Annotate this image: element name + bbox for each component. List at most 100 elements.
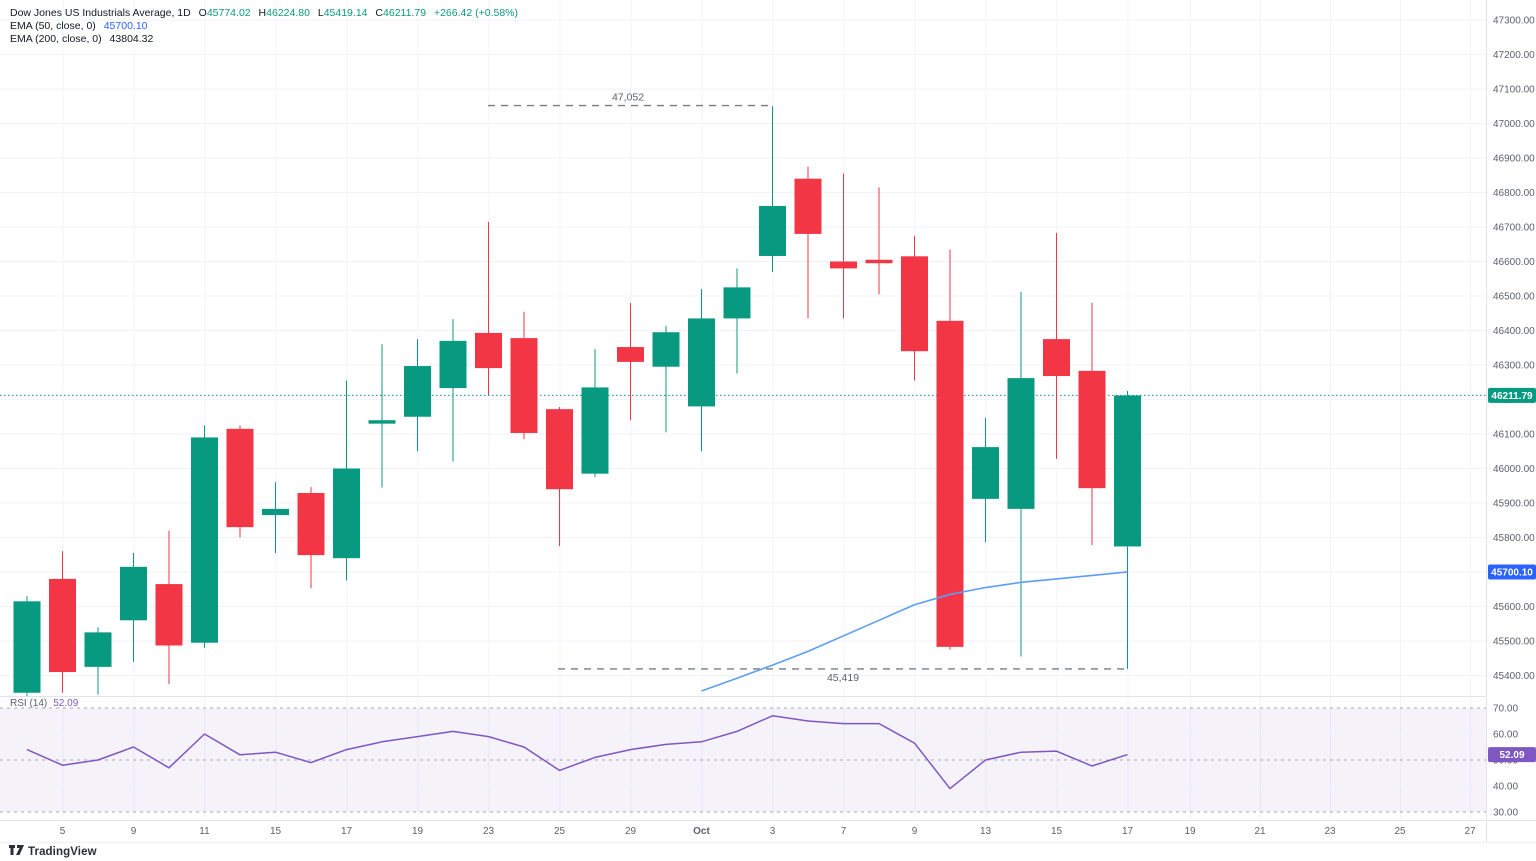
time-axis[interactable]: 5 9 11 15 17 19 23 25 29 Oct 3 7 9 13 15 17 19 21 23 25 27 [60, 826, 1476, 837]
time-tick-label: 9 [131, 826, 137, 837]
candle[interactable] [865, 259, 893, 264]
rsi-label: RSI (14) [10, 698, 48, 709]
rsi-tick-label: 60.00 [1493, 730, 1518, 741]
symbol-legend-row[interactable]: Dow Jones US Industrials Average, 1D O45… [10, 7, 518, 19]
tradingview-logo[interactable]: TradingView [9, 845, 97, 858]
level-label: 47,052 [612, 92, 644, 104]
price-tick-label: 47200.00 [1493, 50, 1535, 61]
time-tick-label: 15 [270, 826, 282, 837]
price-tick-label: 45500.00 [1493, 637, 1535, 648]
open-label: O [198, 7, 207, 19]
ema50-price-badge: 45700.10 [1488, 564, 1536, 580]
drawing-levels[interactable]: 47,052 45,419 [488, 92, 1128, 684]
symbol-title: Dow Jones US Industrials Average, 1D [10, 7, 191, 19]
time-tick-label: 15 [1051, 826, 1063, 837]
candle[interactable] [439, 340, 467, 389]
rsi-tick-label: 70.00 [1493, 704, 1518, 715]
candles-layer[interactable] [13, 106, 1142, 697]
time-tick-label: 25 [1394, 826, 1406, 837]
ema200-value: 43804.32 [109, 33, 154, 45]
price-tick-label: 46600.00 [1493, 257, 1535, 268]
candle[interactable] [1007, 378, 1035, 509]
candle[interactable] [510, 338, 538, 433]
price-tick-label: 45800.00 [1493, 533, 1535, 544]
ema50-label: EMA (50, close, 0) [10, 20, 96, 32]
price-tick-label: 46100.00 [1493, 430, 1535, 441]
time-tick-label: 17 [341, 826, 353, 837]
candle[interactable] [13, 601, 41, 693]
tradingview-logo-text: TradingView [28, 845, 97, 858]
chart-legend: Dow Jones US Industrials Average, 1D O45… [10, 7, 518, 46]
ema50-line [701, 571, 1128, 692]
time-tick-label: 23 [483, 826, 495, 837]
svg-text:45700.10: 45700.10 [1491, 567, 1533, 578]
time-tick-label: 11 [199, 826, 210, 837]
candle[interactable] [84, 632, 112, 667]
rsi-level-lines [0, 707, 1486, 813]
time-tick-label: 19 [1184, 826, 1196, 837]
candle[interactable] [794, 178, 822, 234]
time-tick-label: 9 [912, 826, 918, 837]
price-tick-label: 45600.00 [1493, 602, 1535, 613]
candle[interactable] [262, 508, 289, 516]
candle[interactable] [333, 468, 360, 559]
time-tick-label: 29 [625, 826, 637, 837]
ema200-legend-row[interactable]: EMA (200, close, 0) 43804.32 [10, 33, 518, 45]
time-tick-label: 19 [412, 826, 424, 837]
rsi-tick-label: 30.00 [1493, 808, 1518, 819]
candle[interactable] [297, 492, 325, 556]
rsi-legend-row[interactable]: RSI (14) 52.09 [10, 698, 78, 709]
ema200-label: EMA (200, close, 0) [10, 33, 102, 45]
candle[interactable] [368, 420, 396, 424]
price-tick-label: 47000.00 [1493, 119, 1535, 130]
tradingview-logo-icon [9, 845, 24, 855]
candle[interactable] [1078, 370, 1106, 489]
candle[interactable] [617, 347, 644, 362]
candle[interactable] [226, 428, 254, 528]
candle[interactable] [723, 287, 751, 319]
rsi-value-badge: 52.09 [1488, 747, 1536, 763]
low-label: L [317, 7, 324, 19]
candle[interactable] [155, 584, 183, 646]
price-tick-label: 46300.00 [1493, 361, 1535, 372]
candle[interactable] [830, 261, 857, 269]
time-tick-label: 27 [1464, 826, 1476, 837]
low-value: 45419.14 [323, 7, 368, 19]
time-tick-label: 7 [841, 826, 847, 837]
candle[interactable] [1114, 395, 1141, 547]
candle[interactable] [120, 566, 147, 621]
candle[interactable] [972, 447, 999, 499]
svg-text:52.09: 52.09 [1499, 750, 1524, 761]
candle[interactable] [49, 578, 76, 673]
time-tick-label: 21 [1254, 826, 1266, 837]
rsi-tick-label: 40.00 [1493, 782, 1518, 793]
time-tick-label: 3 [770, 826, 776, 837]
price-tick-label: 46900.00 [1493, 154, 1535, 165]
price-tick-label: 46800.00 [1493, 188, 1535, 199]
price-tick-label: 45400.00 [1493, 671, 1535, 682]
rsi-line [26, 715, 1128, 790]
open-value: 45774.02 [206, 7, 251, 19]
candle[interactable] [901, 256, 928, 352]
high-label: H [258, 7, 267, 19]
candle[interactable] [546, 409, 573, 490]
candle[interactable] [759, 205, 786, 256]
pane-separators [0, 0, 1536, 843]
ema50-legend-row[interactable]: EMA (50, close, 0) 45700.10 [10, 20, 518, 32]
candle[interactable] [404, 366, 431, 417]
time-tick-label: Oct [693, 826, 710, 837]
candle[interactable] [191, 437, 218, 643]
time-tick-label: 23 [1324, 826, 1336, 837]
price-tick-label: 47100.00 [1493, 85, 1535, 96]
price-tick-label: 45900.00 [1493, 499, 1535, 510]
candle[interactable] [581, 387, 609, 474]
candle[interactable] [652, 332, 680, 367]
time-tick-label: 13 [980, 826, 992, 837]
time-tick-label: 25 [554, 826, 566, 837]
candle[interactable] [688, 318, 715, 407]
candle[interactable] [475, 332, 502, 369]
candle[interactable] [1043, 339, 1070, 377]
svg-text:46211.79: 46211.79 [1491, 391, 1533, 402]
